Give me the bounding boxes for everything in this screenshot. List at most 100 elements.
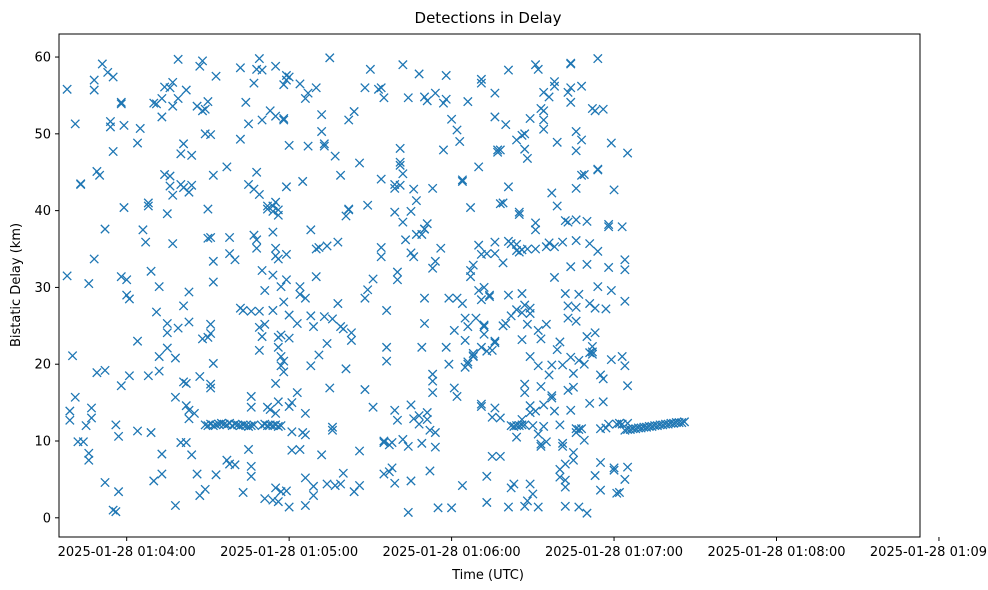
data-point xyxy=(620,361,630,371)
data-point xyxy=(479,282,489,293)
data-point xyxy=(168,238,178,249)
data-point xyxy=(249,230,259,240)
data-point xyxy=(400,235,411,245)
data-point xyxy=(381,342,392,352)
data-point xyxy=(593,281,603,292)
data-point xyxy=(257,331,267,342)
data-point xyxy=(270,483,281,493)
data-point xyxy=(132,138,143,148)
data-point xyxy=(582,259,592,270)
data-point xyxy=(195,371,205,382)
data-point xyxy=(276,361,286,371)
data-point xyxy=(509,479,519,489)
data-point xyxy=(260,493,270,504)
data-point xyxy=(143,201,154,211)
data-point xyxy=(525,308,535,319)
data-point xyxy=(560,501,570,511)
data-point xyxy=(203,96,213,107)
data-point xyxy=(119,120,129,131)
data-point xyxy=(222,455,232,465)
data-point xyxy=(571,316,581,326)
data-point xyxy=(452,391,462,402)
data-point xyxy=(154,351,164,362)
data-point xyxy=(438,98,449,108)
data-point xyxy=(557,237,568,247)
data-point xyxy=(384,467,394,477)
data-point xyxy=(224,232,235,243)
data-point xyxy=(108,505,118,515)
data-point xyxy=(549,242,560,252)
data-point xyxy=(557,360,568,370)
x-axis-label: Time (UTC) xyxy=(451,568,524,583)
data-point xyxy=(140,237,151,247)
data-point xyxy=(522,496,533,506)
data-point xyxy=(530,60,541,70)
data-point xyxy=(587,347,598,357)
data-point xyxy=(549,76,560,87)
data-point xyxy=(406,206,416,217)
data-point xyxy=(149,476,159,486)
data-point xyxy=(468,260,478,270)
data-point xyxy=(520,144,530,154)
data-point xyxy=(571,183,581,194)
data-point xyxy=(200,104,210,114)
data-point xyxy=(514,420,524,431)
data-point xyxy=(322,241,332,251)
data-point xyxy=(522,244,533,254)
data-point xyxy=(249,78,259,88)
data-point xyxy=(593,165,603,175)
data-point xyxy=(173,93,183,104)
data-point xyxy=(390,183,400,194)
data-point xyxy=(116,381,126,391)
data-point xyxy=(541,319,552,329)
data-point xyxy=(525,351,535,362)
data-point xyxy=(566,262,576,272)
data-point xyxy=(585,348,595,358)
y-axis-label: Bistatic Delay (km) xyxy=(9,223,24,347)
data-point xyxy=(427,183,438,194)
data-point xyxy=(184,187,194,197)
data-point xyxy=(208,277,218,287)
data-point xyxy=(574,424,584,435)
data-point xyxy=(376,242,386,253)
x-tick-label: 2025-01-28 01:09:00 xyxy=(870,545,988,560)
data-point xyxy=(406,248,416,258)
data-point xyxy=(341,211,351,221)
data-point xyxy=(257,65,267,75)
data-point xyxy=(379,469,389,479)
data-point xyxy=(230,255,240,265)
data-point xyxy=(563,87,573,98)
data-point xyxy=(276,281,286,292)
data-point xyxy=(476,78,487,88)
data-point xyxy=(538,421,549,432)
data-point xyxy=(422,407,432,418)
data-point xyxy=(168,190,178,200)
data-point xyxy=(273,254,283,264)
data-point xyxy=(314,350,324,360)
data-point xyxy=(154,366,164,376)
data-point xyxy=(381,305,392,316)
data-point xyxy=(544,238,554,248)
data-point xyxy=(281,275,292,285)
data-point xyxy=(549,406,560,416)
data-point xyxy=(522,153,533,164)
data-point xyxy=(590,106,600,116)
data-point xyxy=(566,83,576,93)
data-point xyxy=(503,502,514,512)
data-point xyxy=(111,420,121,430)
data-point xyxy=(566,58,576,68)
data-point xyxy=(560,215,570,226)
data-point xyxy=(287,445,297,455)
x-tick-label: 2025-01-28 01:05:00 xyxy=(220,545,358,560)
data-point xyxy=(503,65,514,75)
data-point xyxy=(455,136,465,147)
data-point xyxy=(568,455,579,465)
data-point xyxy=(184,405,194,415)
data-point xyxy=(170,353,181,363)
data-point xyxy=(162,343,172,353)
data-point xyxy=(409,184,419,194)
data-point xyxy=(579,435,589,445)
data-point xyxy=(547,391,557,401)
data-point xyxy=(574,355,584,366)
data-point xyxy=(268,305,278,316)
